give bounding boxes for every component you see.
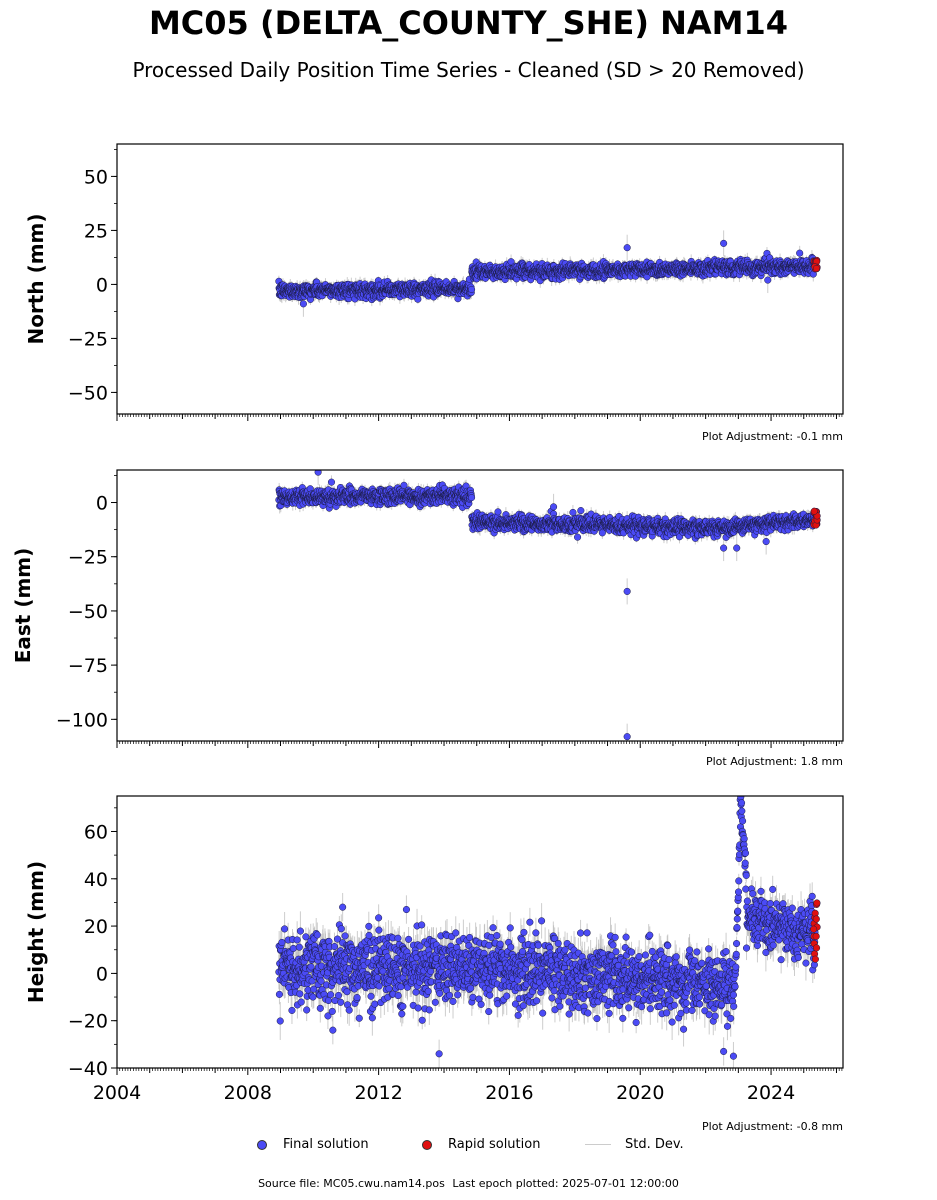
data-point <box>623 244 631 252</box>
plot-adjustment-note: Plot Adjustment: -0.1 mm <box>702 430 843 443</box>
data-point <box>468 285 476 294</box>
final-solution-points <box>275 239 821 308</box>
rapid-point <box>812 264 821 273</box>
y-tick-label: 50 <box>84 166 108 188</box>
chart-subtitle: Processed Daily Position Time Series - C… <box>132 58 805 82</box>
data-point <box>764 276 772 284</box>
data-point <box>507 258 515 266</box>
y-tick-label: 25 <box>84 220 108 242</box>
data-point <box>299 300 307 308</box>
plot-frame <box>116 143 844 415</box>
y-tick-label: 0 <box>96 274 108 296</box>
data-point <box>720 239 728 247</box>
y-tick-label: −50 <box>68 382 108 404</box>
data-point <box>796 249 804 257</box>
y-axis-label: North (mm) <box>24 213 48 344</box>
y-tick-label: −25 <box>68 328 108 350</box>
panel-north: 50 25 0 −25 −50 North (mm) Plot Adjustment: -0… <box>24 143 844 443</box>
chart-title: MC05 (DELTA_COUNTY_SHE) NAM14 <box>148 4 789 42</box>
